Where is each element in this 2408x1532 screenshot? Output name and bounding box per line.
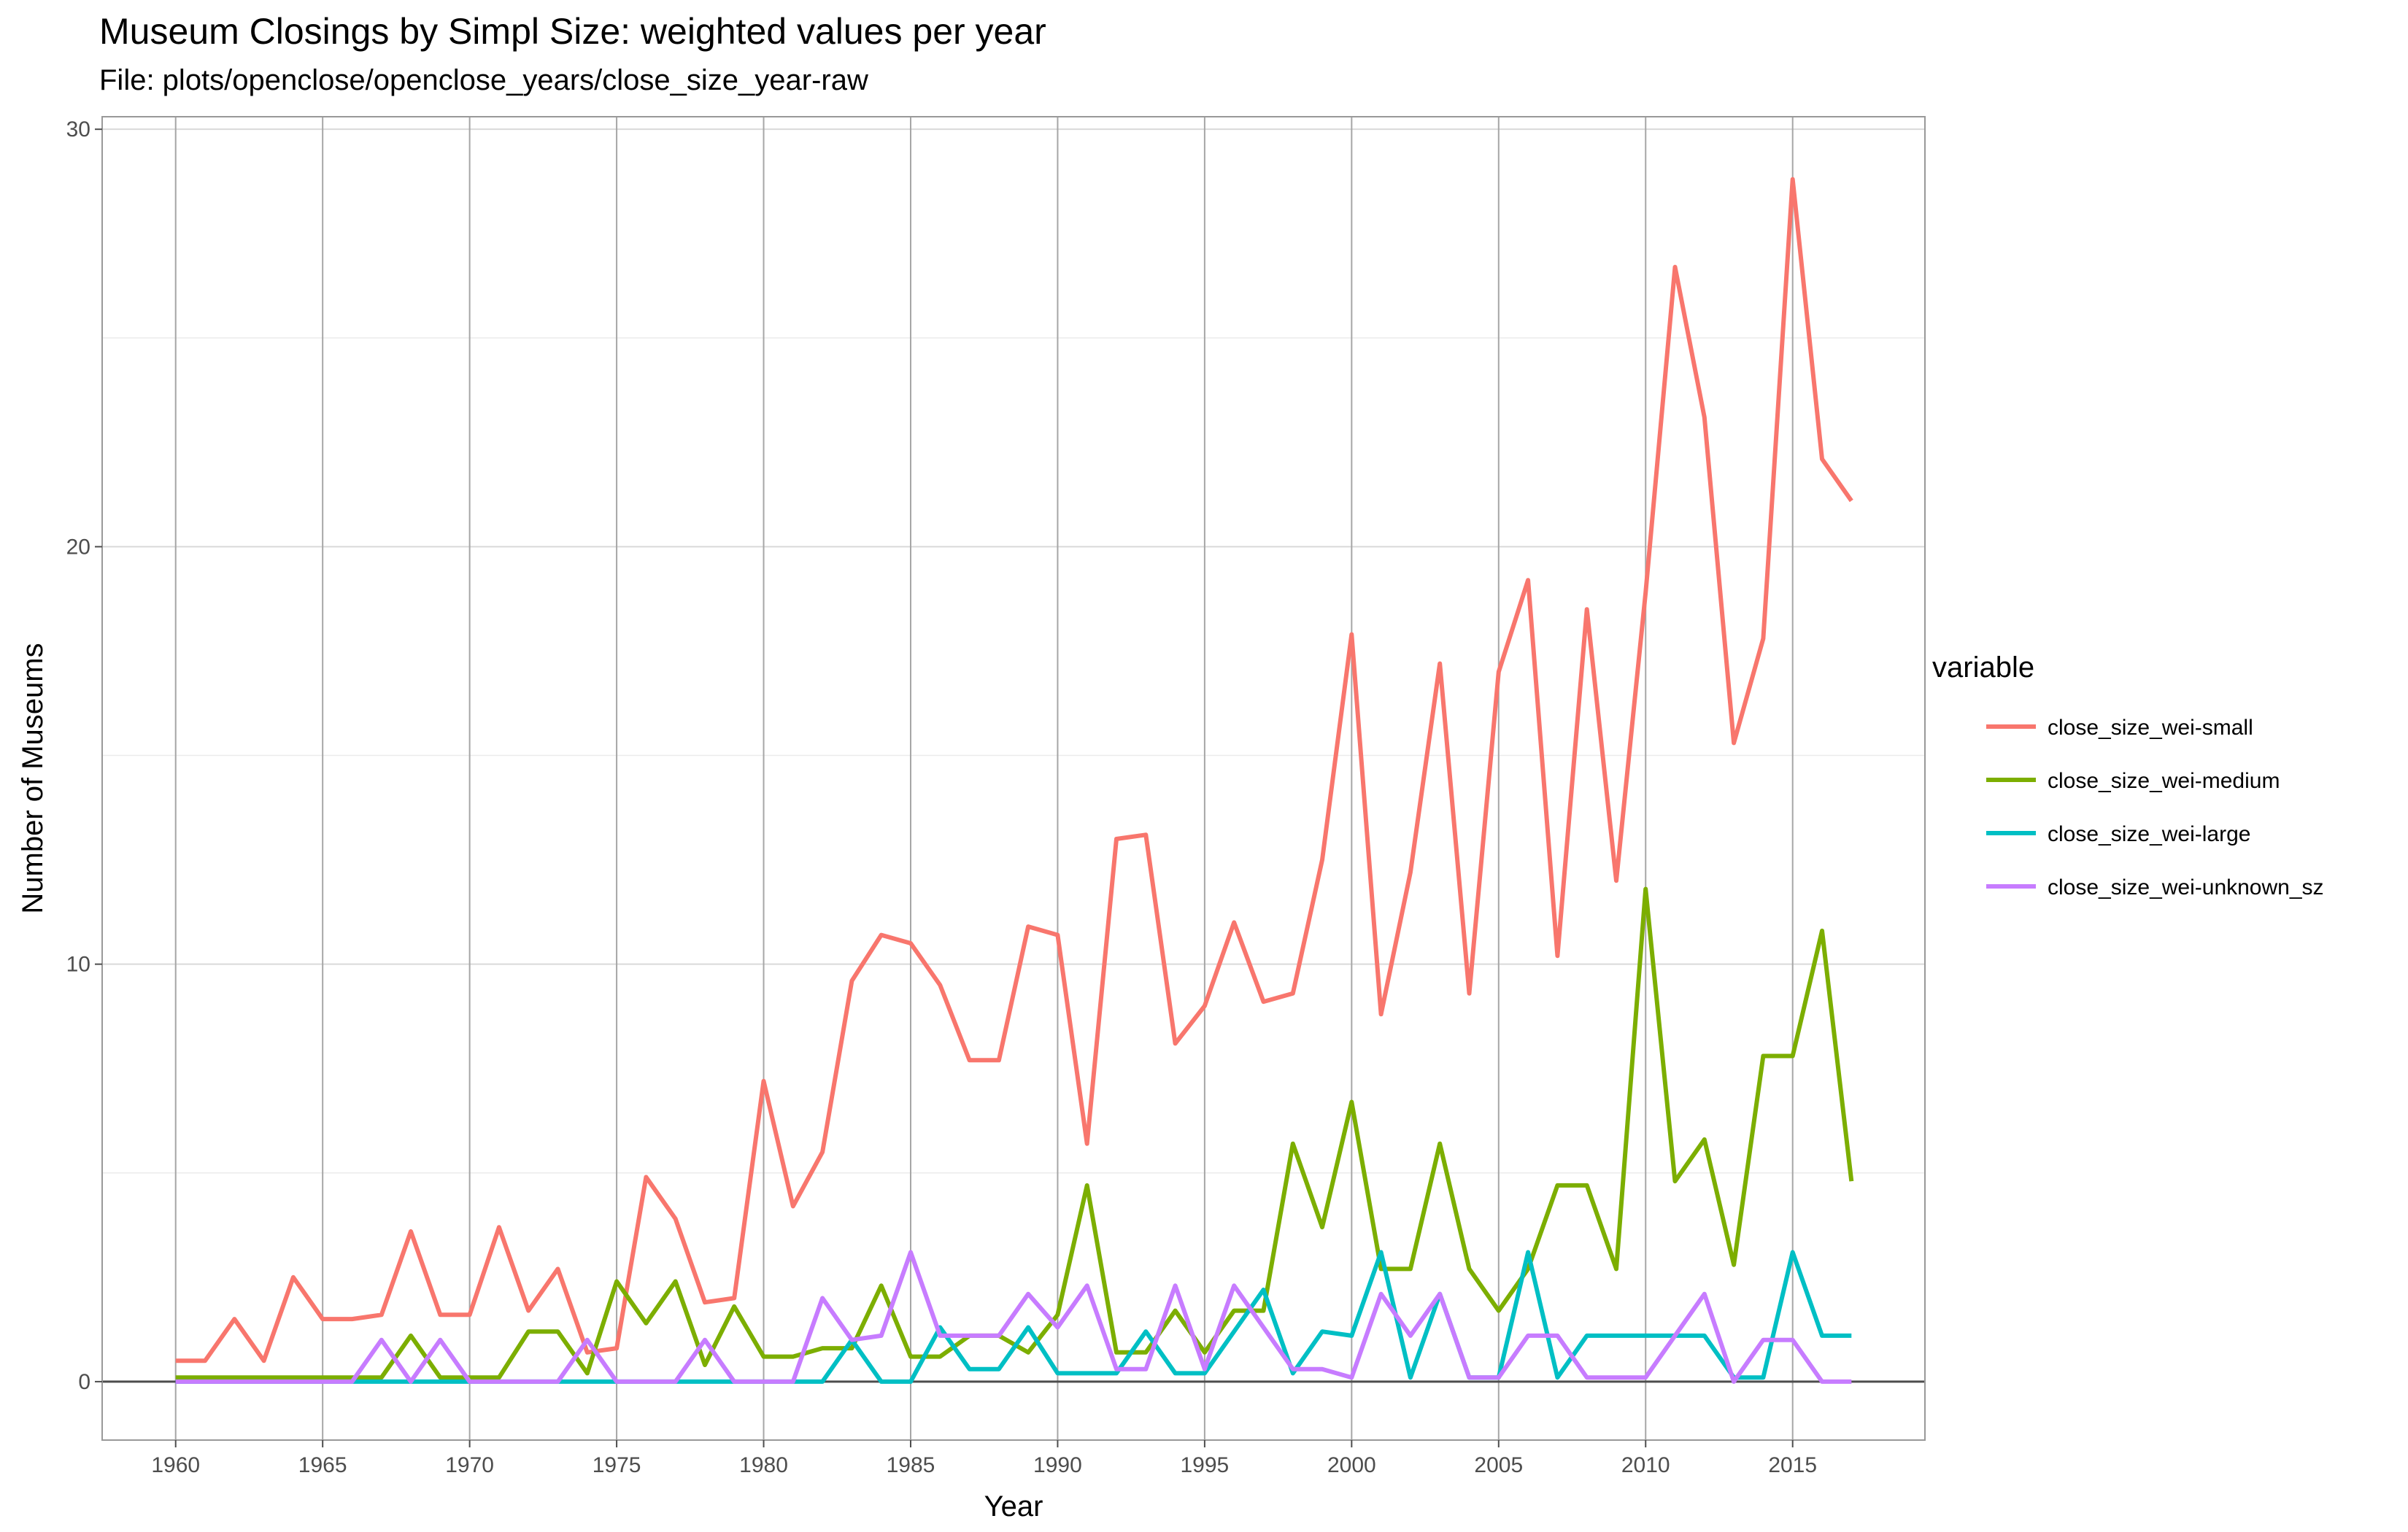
y-axis-ticks: 0 10 20 30 (66, 117, 102, 1394)
minor-gridlines (102, 337, 1925, 1174)
x-tick-label: 1965 (298, 1453, 347, 1477)
series-line-close_size_wei-medium (175, 886, 1854, 1380)
legend-label-close_size_wei-large: close_size_wei-large (2048, 822, 2250, 846)
chart-subtitle: File: plots/openclose/openclose_years/cl… (99, 64, 868, 96)
chart-title: Museum Closings by Simpl Size: weighted … (99, 11, 1046, 52)
x-tick-label: 2015 (1768, 1453, 1817, 1477)
y-tick-label: 0 (78, 1370, 90, 1394)
series-layer (175, 177, 1854, 1384)
x-tick-label: 1990 (1033, 1453, 1082, 1477)
y-tick-label: 30 (66, 117, 90, 142)
legend: variable close_size_wei-smallclose_size_… (1932, 651, 2324, 900)
x-tick-label: 1995 (1181, 1453, 1230, 1477)
series-line-close_size_wei-unknown_sz (175, 1250, 1852, 1384)
x-tick-label: 1970 (445, 1453, 494, 1477)
x-tick-label: 1985 (887, 1453, 935, 1477)
x-tick-label: 2000 (1327, 1453, 1376, 1477)
y-tick-label: 10 (66, 953, 90, 977)
y-axis-title: Number of Museums (17, 643, 49, 913)
x-tick-label: 2005 (1474, 1453, 1523, 1477)
x-tick-label: 1960 (151, 1453, 200, 1477)
legend-label-close_size_wei-medium: close_size_wei-medium (2048, 769, 2280, 793)
x-axis-title: Year (984, 1490, 1043, 1523)
plot-panel-border (101, 116, 1926, 1441)
x-tick-label: 1980 (739, 1453, 788, 1477)
y-tick-label: 20 (66, 535, 90, 559)
x-tick-label: 2010 (1621, 1453, 1670, 1477)
x-tick-label: 1975 (593, 1453, 641, 1477)
x-axis-ticks: 1960 1965 1970 1975 1980 1985 1990 1995 2000 2005… (151, 1440, 1817, 1477)
legend-label-close_size_wei-unknown_sz: close_size_wei-unknown_sz (2048, 875, 2324, 900)
major-gridlines (102, 117, 1925, 1440)
series-line-close_size_wei-small (175, 177, 1853, 1363)
plot-panel-background (102, 117, 1925, 1440)
legend-title: variable (1932, 651, 2034, 684)
legend-label-close_size_wei-small: close_size_wei-small (2048, 716, 2253, 740)
legend-items: close_size_wei-small close_size_wei-mediu… (1986, 716, 2324, 900)
